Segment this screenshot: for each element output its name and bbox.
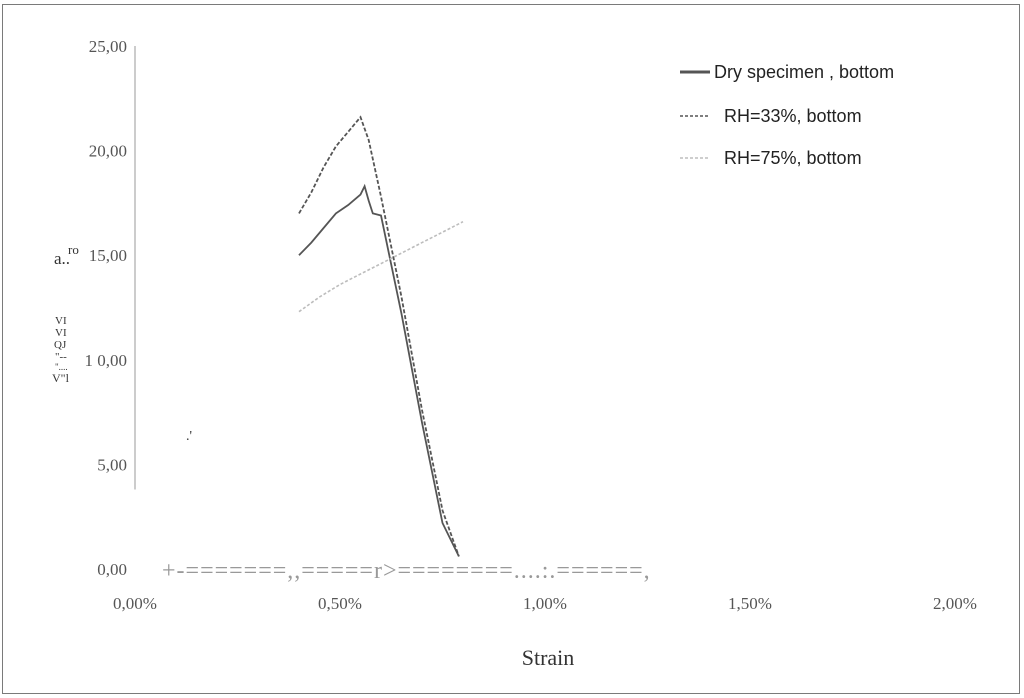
y-tick-label: 5,00 bbox=[97, 455, 127, 474]
series-line-2 bbox=[298, 115, 460, 557]
series-line-3 bbox=[298, 220, 464, 313]
ylabel-fragment-3: VI bbox=[55, 315, 67, 327]
series-line-1 bbox=[298, 183, 460, 557]
x-tick-labels: 0,00% 0,50% 1,00% 1,50% 2,00% bbox=[113, 594, 977, 613]
ylabel-fragment-2: a.. bbox=[54, 249, 70, 268]
x-tick-label: 1,50% bbox=[728, 594, 772, 613]
y-axis-title-fragments: ro a.. VI VI QJ "-- ".... V"l bbox=[52, 242, 79, 385]
y-tick-labels: 0,00 5,00 1 0,00 15,00 20,00 25,00 bbox=[85, 37, 128, 579]
legend-label-1: Dry specimen , bottom bbox=[714, 62, 894, 82]
stray-mark: .' bbox=[186, 429, 192, 444]
chart-frame bbox=[2, 4, 1020, 694]
legend: Dry specimen , bottom RH=33%, bottom RH=75… bbox=[680, 62, 894, 168]
y-tick-label: 1 0,00 bbox=[85, 351, 128, 370]
legend-label-3: RH=75%, bottom bbox=[724, 148, 862, 168]
x-tick-label: 0,50% bbox=[318, 594, 362, 613]
baseline-artifact-text: +-=======,,=====r>========....:.======, bbox=[162, 558, 651, 584]
y-tick-label: 15,00 bbox=[89, 246, 127, 265]
ylabel-fragment-6: "-- bbox=[55, 351, 67, 363]
legend-label-2: RH=33%, bottom bbox=[724, 106, 862, 126]
ylabel-fragment-5: QJ bbox=[54, 339, 67, 351]
ylabel-fragment-8: V"l bbox=[52, 371, 70, 385]
y-tick-label: 25,00 bbox=[89, 37, 127, 56]
series-lines bbox=[298, 115, 464, 557]
y-tick-label: 20,00 bbox=[89, 142, 127, 161]
ylabel-fragment-7: ".... bbox=[55, 362, 68, 372]
x-axis-title: Strain bbox=[522, 645, 575, 670]
x-tick-label: 0,00% bbox=[113, 594, 157, 613]
ylabel-fragment-4: VI bbox=[55, 327, 67, 339]
ylabel-fragment-1: ro bbox=[68, 242, 79, 257]
x-tick-label: 1,00% bbox=[523, 594, 567, 613]
x-tick-label: 2,00% bbox=[933, 594, 977, 613]
y-tick-label: 0,00 bbox=[97, 560, 127, 579]
baseline-artifact: +-=======,,=====r>========....:.======, bbox=[162, 558, 651, 584]
